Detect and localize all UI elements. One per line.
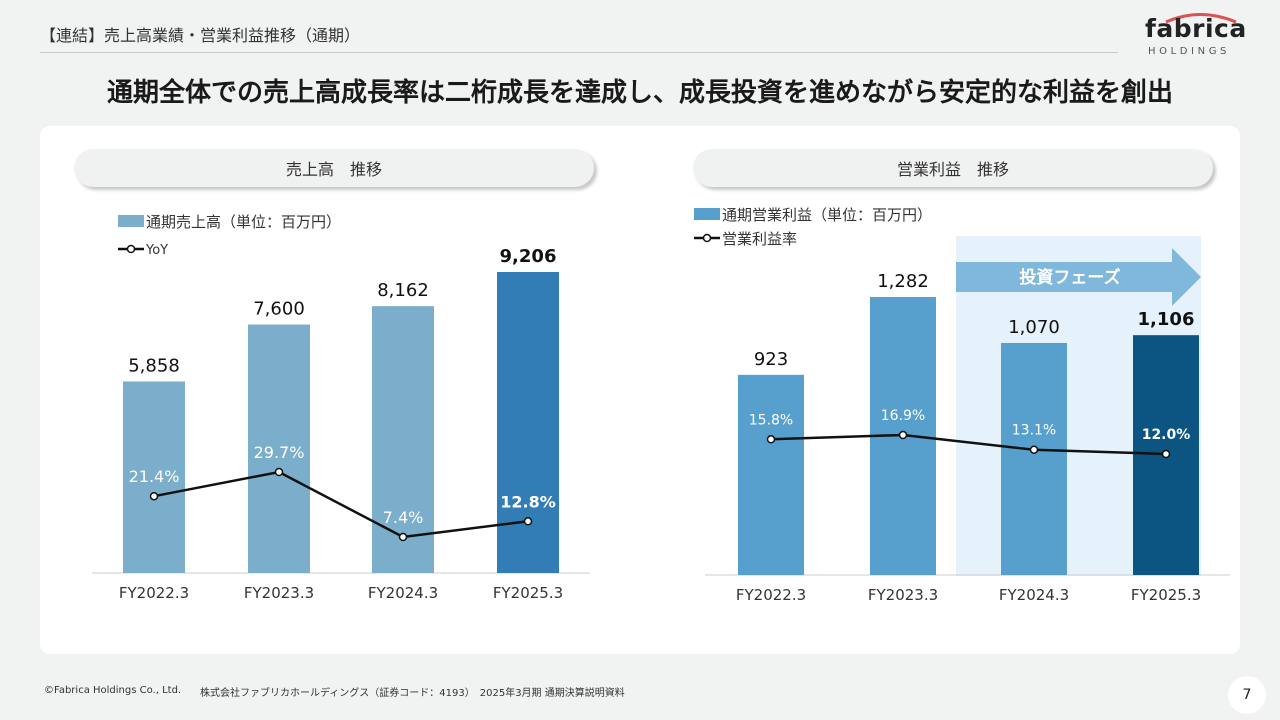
page-headline: 通期全体での売上高成長率は二桁成長を達成し、成長投資を進めながら安定的な利益を創… bbox=[106, 78, 1173, 108]
profit-category-tick: FY2022.3 bbox=[736, 586, 806, 604]
footer-copyright: ©Fabrica Holdings Co., Ltd. bbox=[44, 685, 182, 696]
profit-category-tick: FY2025.3 bbox=[1131, 586, 1201, 604]
profit-bar bbox=[738, 374, 804, 575]
profit-bar bbox=[1001, 342, 1067, 575]
sales-bar bbox=[248, 324, 310, 573]
profit-bar-value-label: 923 bbox=[754, 349, 788, 370]
profit-chart-title: 営業利益 推移 bbox=[693, 149, 1213, 187]
page-number-text: 7 bbox=[1242, 687, 1252, 703]
footer-company-info: 株式会社ファブリカホールディングス（証券コード：4193） 2025年3月期 通… bbox=[200, 688, 625, 699]
sales-bar bbox=[123, 381, 185, 573]
profit-category-tick: FY2024.3 bbox=[999, 586, 1069, 604]
sales-line-point bbox=[274, 467, 284, 477]
sales-chart-title-text: 売上高 推移 bbox=[285, 160, 382, 179]
profit-line-point bbox=[766, 435, 776, 444]
profit-line-series bbox=[770, 433, 1167, 456]
sales-bar-value-label: 5,858 bbox=[128, 355, 180, 376]
investment-phase-label: 投資フェーズ bbox=[1019, 267, 1120, 288]
sales-bar-value-label: 8,162 bbox=[377, 280, 429, 301]
profit-line-value-label: 12.0% bbox=[1142, 427, 1191, 443]
profit-bar-value-label: 1,070 bbox=[1008, 317, 1060, 338]
sales-bar-value-label: 9,206 bbox=[500, 246, 557, 267]
sales-legend-marker bbox=[126, 244, 136, 254]
sales-line-point bbox=[398, 532, 408, 542]
sales-legend-bar-swatch bbox=[118, 215, 144, 227]
profit-chart: 923 FY2022.3 1,282 FY2023.3 1,070 FY2024.3 1,1… bbox=[705, 271, 1230, 604]
sales-line-value-label: 12.8% bbox=[500, 492, 556, 511]
profit-line-value-label: 13.1% bbox=[1012, 423, 1056, 439]
sales-category-tick: FY2022.3 bbox=[119, 584, 189, 602]
sales-line-value-label: 7.4% bbox=[383, 508, 424, 527]
section-tag: 【連結】売上高業績・営業利益推移（通期） bbox=[40, 26, 361, 45]
logo-arc-icon bbox=[1165, 13, 1237, 23]
profit-legend-bar-label: 通期営業利益（単位：百万円） bbox=[722, 206, 932, 224]
sales-bar-value-label: 7,600 bbox=[253, 299, 305, 320]
sales-category-tick: FY2025.3 bbox=[493, 584, 563, 602]
profit-line-point bbox=[1161, 449, 1171, 459]
profit-category-tick: FY2023.3 bbox=[868, 586, 938, 604]
profit-legend-bar-swatch bbox=[694, 208, 720, 220]
sales-legend-line-label: YoY bbox=[145, 243, 168, 258]
sales-category-tick: FY2023.3 bbox=[244, 584, 314, 602]
sales-bar bbox=[497, 272, 559, 573]
profit-line-value-label: 16.9% bbox=[881, 408, 925, 424]
sales-line-point bbox=[523, 517, 533, 526]
profit-legend-marker bbox=[702, 233, 712, 243]
sales-category-tick: FY2024.3 bbox=[368, 584, 438, 602]
sales-line-point bbox=[149, 491, 159, 501]
profit-line-value-label: 15.8% bbox=[749, 412, 793, 428]
investment-phase-arrow-icon bbox=[956, 248, 1201, 306]
profit-bar-value-label: 1,282 bbox=[877, 271, 929, 292]
sales-bar bbox=[372, 306, 434, 573]
profit-legend-line-label: 営業利益率 bbox=[722, 230, 797, 248]
fabrica-logo: fabrica HOLDINGS bbox=[1140, 13, 1246, 62]
logo-word: fabrica bbox=[1145, 14, 1247, 43]
sales-line-value-label: 21.4% bbox=[129, 467, 180, 486]
page-number: 7 bbox=[1228, 676, 1266, 714]
profit-line-point bbox=[898, 430, 908, 440]
header-divider bbox=[40, 52, 1118, 53]
sales-chart: 5,858 FY2022.3 7,600 FY2023.3 8,162 FY2024.3 9… bbox=[92, 246, 590, 602]
sales-line-series bbox=[153, 470, 529, 539]
profit-bar-value-label: 1,106 bbox=[1138, 309, 1195, 330]
sales-chart-title: 売上高 推移 bbox=[74, 149, 594, 187]
sales-legend-bar-label: 通期売上高（単位：百万円） bbox=[146, 213, 341, 231]
profit-chart-title-text: 営業利益 推移 bbox=[896, 160, 1009, 179]
sales-line-value-label: 29.7% bbox=[254, 443, 305, 462]
logo-subword: HOLDINGS bbox=[1148, 46, 1230, 57]
profit-line-point bbox=[1029, 445, 1039, 454]
